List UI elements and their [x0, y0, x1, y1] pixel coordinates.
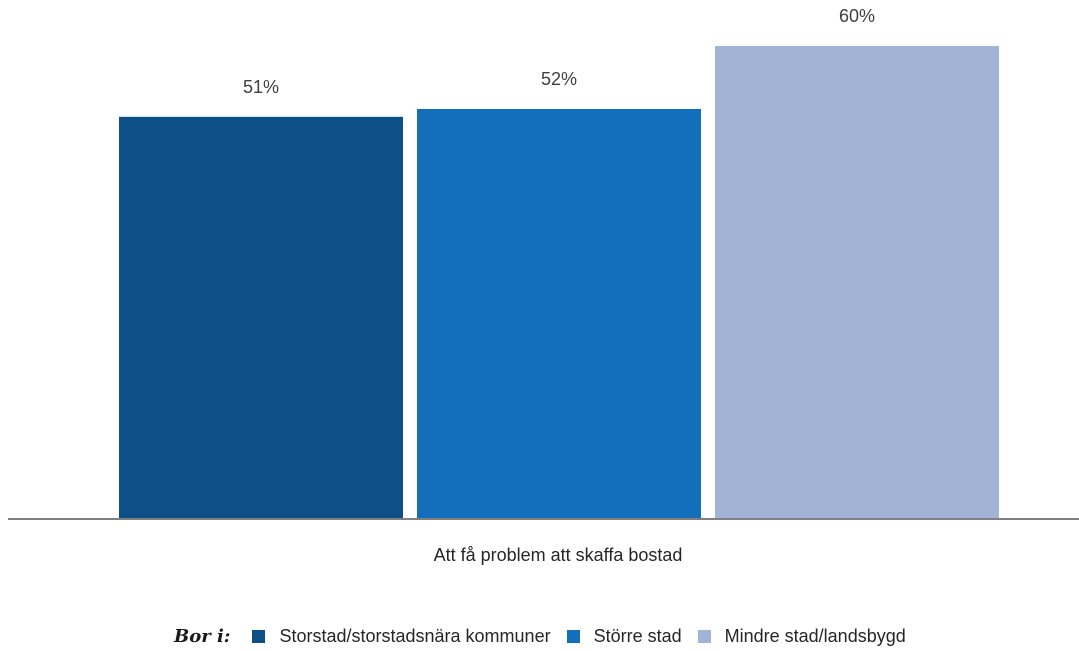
data-label-storre-stad: 52% [541, 69, 577, 89]
bar-chart: 51% 52% 60% Att få problem att skaffa bost… [8, 6, 1079, 565]
bar-storre-stad [417, 108, 701, 518]
legend-swatch-storre-stad [566, 629, 580, 643]
category-label: Att få problem att skaffa bostad [434, 545, 683, 565]
legend: Bor i: Storstad/storstadsnära kommuner S… [174, 622, 922, 650]
legend-label-mindre-stad: Mindre stad/landsbygd [724, 625, 906, 646]
legend-swatch-mindre-stad [697, 629, 711, 643]
legend-label-storre-stad: Större stad [593, 625, 682, 646]
bar-mindre-stad [715, 46, 999, 518]
legend-item-storre-stad: Större stad [566, 625, 682, 647]
data-label-mindre-stad: 60% [839, 6, 875, 26]
bars-group: 51% 52% 60% [119, 6, 999, 519]
bar-storstad [119, 116, 403, 519]
legend-swatch-storstad [252, 629, 266, 643]
legend-item-storstad: Storstad/storstadsnära kommuner [252, 625, 551, 647]
legend-label-storstad: Storstad/storstadsnära kommuner [279, 625, 551, 646]
legend-prefix: Bor i: [174, 625, 231, 647]
data-label-storstad: 51% [243, 77, 279, 97]
legend-item-mindre-stad: Mindre stad/landsbygd [697, 625, 906, 647]
